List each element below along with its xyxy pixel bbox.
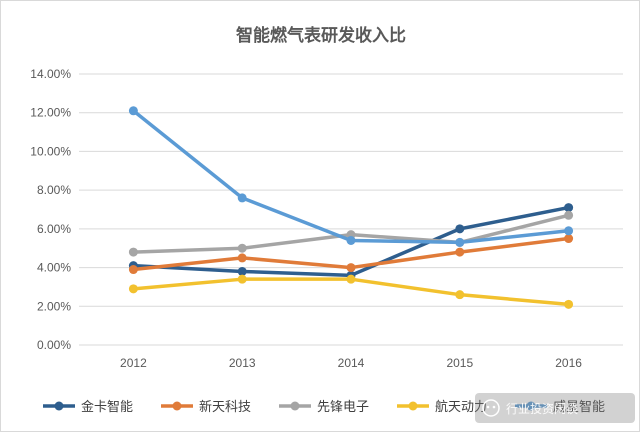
data-point	[564, 299, 574, 309]
watermark: 行业投资闲谈	[475, 393, 635, 423]
legend-item: 威星智能	[515, 400, 605, 415]
legend-item: 新天科技	[161, 399, 251, 415]
y-tick-label: 2.00%	[37, 299, 71, 313]
watermark-background	[475, 393, 635, 423]
legend: 金卡智能 新天科技 先锋电子 航天动力 威星智能	[43, 399, 605, 415]
legend-label: 航天动力	[435, 399, 487, 415]
wechat-icon	[482, 399, 500, 417]
data-point	[455, 247, 465, 257]
series	[128, 210, 574, 257]
series	[128, 274, 574, 309]
legend-label: 先锋电子	[317, 400, 369, 415]
x-tick-label: 2016	[555, 356, 582, 370]
series-line	[131, 109, 571, 245]
data-point	[237, 253, 247, 263]
data-point	[128, 247, 138, 257]
legend-marker	[290, 401, 300, 411]
data-point	[346, 263, 356, 273]
data-point	[564, 210, 574, 220]
data-point	[346, 274, 356, 284]
data-point	[564, 203, 574, 213]
watermark-text: 行业投资闲谈	[506, 401, 578, 416]
legend-marker	[408, 401, 418, 411]
x-tick-label: 2013	[229, 356, 256, 370]
data-point	[237, 243, 247, 253]
chart-title: 智能燃气表研发收入比	[236, 25, 406, 46]
series	[128, 234, 574, 275]
data-point	[564, 234, 574, 244]
y-axis-ticks: 0.00% 2.00% 4.00% 6.00% 8.00% 10.00% 12.00% 14.…	[30, 67, 71, 352]
legend-label: 威星智能	[553, 400, 605, 415]
legend-marker	[54, 401, 64, 411]
data-point	[128, 106, 138, 116]
data-point	[455, 290, 465, 300]
data-point	[128, 284, 138, 294]
legend-marker	[172, 401, 182, 411]
data-point	[455, 237, 465, 247]
data-point	[237, 193, 247, 203]
x-tick-label: 2014	[338, 356, 365, 370]
data-point	[237, 274, 247, 284]
legend-marker	[526, 401, 536, 411]
y-tick-label: 14.00%	[30, 67, 71, 81]
y-tick-label: 6.00%	[37, 222, 71, 236]
gridlines	[79, 73, 623, 346]
data-point	[455, 224, 465, 234]
series	[128, 106, 574, 247]
x-tick-label: 2015	[446, 356, 473, 370]
legend-item: 航天动力	[397, 399, 487, 415]
series-lines	[128, 106, 574, 309]
x-axis-ticks: 2012 2013 2014 2015 2016	[120, 356, 582, 370]
y-tick-label: 8.00%	[37, 183, 71, 197]
legend-label: 新天科技	[199, 399, 251, 415]
legend-item: 先锋电子	[279, 400, 369, 415]
y-tick-label: 12.00%	[30, 106, 71, 120]
data-point	[237, 266, 247, 276]
data-point	[346, 235, 356, 245]
y-tick-label: 4.00%	[37, 261, 71, 275]
y-tick-label: 0.00%	[37, 338, 71, 352]
x-tick-label: 2012	[120, 356, 147, 370]
y-tick-label: 10.00%	[30, 144, 71, 158]
data-point	[128, 265, 138, 275]
legend-label: 金卡智能	[81, 399, 133, 415]
data-point	[564, 226, 574, 236]
legend-item: 金卡智能	[43, 399, 133, 415]
